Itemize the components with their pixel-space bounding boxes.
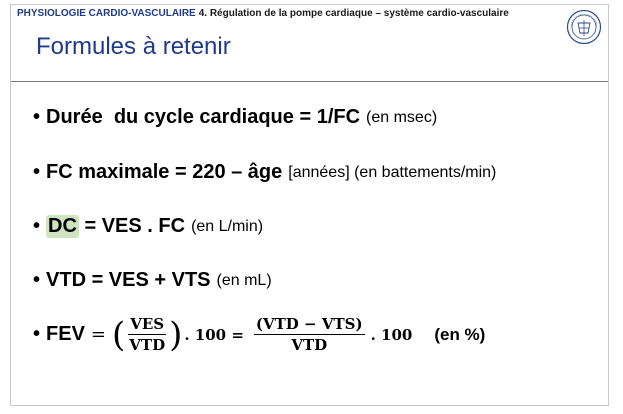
fraction-denominator: VTD [291, 336, 328, 354]
formula-text: VTD = VES + VTS [46, 269, 211, 291]
formula-max-heart-rate: • FC maximale = 220 – âge [années] (en b… [33, 161, 497, 183]
formula-ejection-fraction: • FEV = ( VES VTD ) . 100 = (VTD − VTS) … [33, 314, 486, 355]
slide-header: PHYSIOLOGIE CARDIO-VASCULAIRE 4. Régulati… [17, 8, 509, 19]
title-divider [11, 81, 608, 82]
chapter-title: 4. Régulation de la pompe cardiaque – sy… [198, 8, 509, 19]
formula-unit: (en %) [434, 324, 486, 344]
fraction-denominator: VTD [129, 336, 166, 354]
university-seal-icon [566, 9, 602, 45]
formula-unit: (en msec) [366, 108, 438, 126]
equals-sign: = [90, 324, 107, 345]
fev-label: FEV [46, 323, 85, 345]
formula-text: Durée du cycle cardiaque = 1/FC [46, 106, 361, 128]
formula-cardiac-output: • DC = VES . FC (en L/min) [33, 215, 264, 238]
slide: PHYSIOLOGIE CARDIO-VASCULAIRE 4. Régulati… [10, 4, 609, 406]
fraction-ves-vtd: VES VTD [127, 315, 167, 354]
slide-title: Formules à retenir [36, 33, 231, 60]
formula-end-diastolic-volume: • VTD = VES + VTS (en mL) [33, 269, 272, 291]
times-100: . 100 = [184, 325, 244, 344]
highlighted-term: DC [46, 215, 79, 238]
formula-unit: [années] (en battements/min) [288, 163, 497, 181]
fraction-vtd-vts: (VTD − VTS) VTD [253, 315, 365, 354]
course-name: PHYSIOLOGIE CARDIO-VASCULAIRE [17, 8, 196, 19]
times-100: . 100 [370, 325, 413, 344]
formula-unit: (en L/min) [191, 217, 264, 235]
fev-equation: = ( VES VTD ) . 100 = (VTD − VTS) VTD . … [90, 314, 413, 355]
formula-text: = VES . FC [78, 215, 186, 237]
formula-text: FC maximale = 220 – âge [46, 161, 283, 183]
fraction-numerator: VES [128, 315, 167, 335]
fraction-numerator: (VTD − VTS) [253, 315, 365, 335]
formula-cycle-duration: • Durée du cycle cardiaque = 1/FC (en ms… [33, 106, 438, 128]
formula-unit: (en mL) [216, 271, 272, 289]
